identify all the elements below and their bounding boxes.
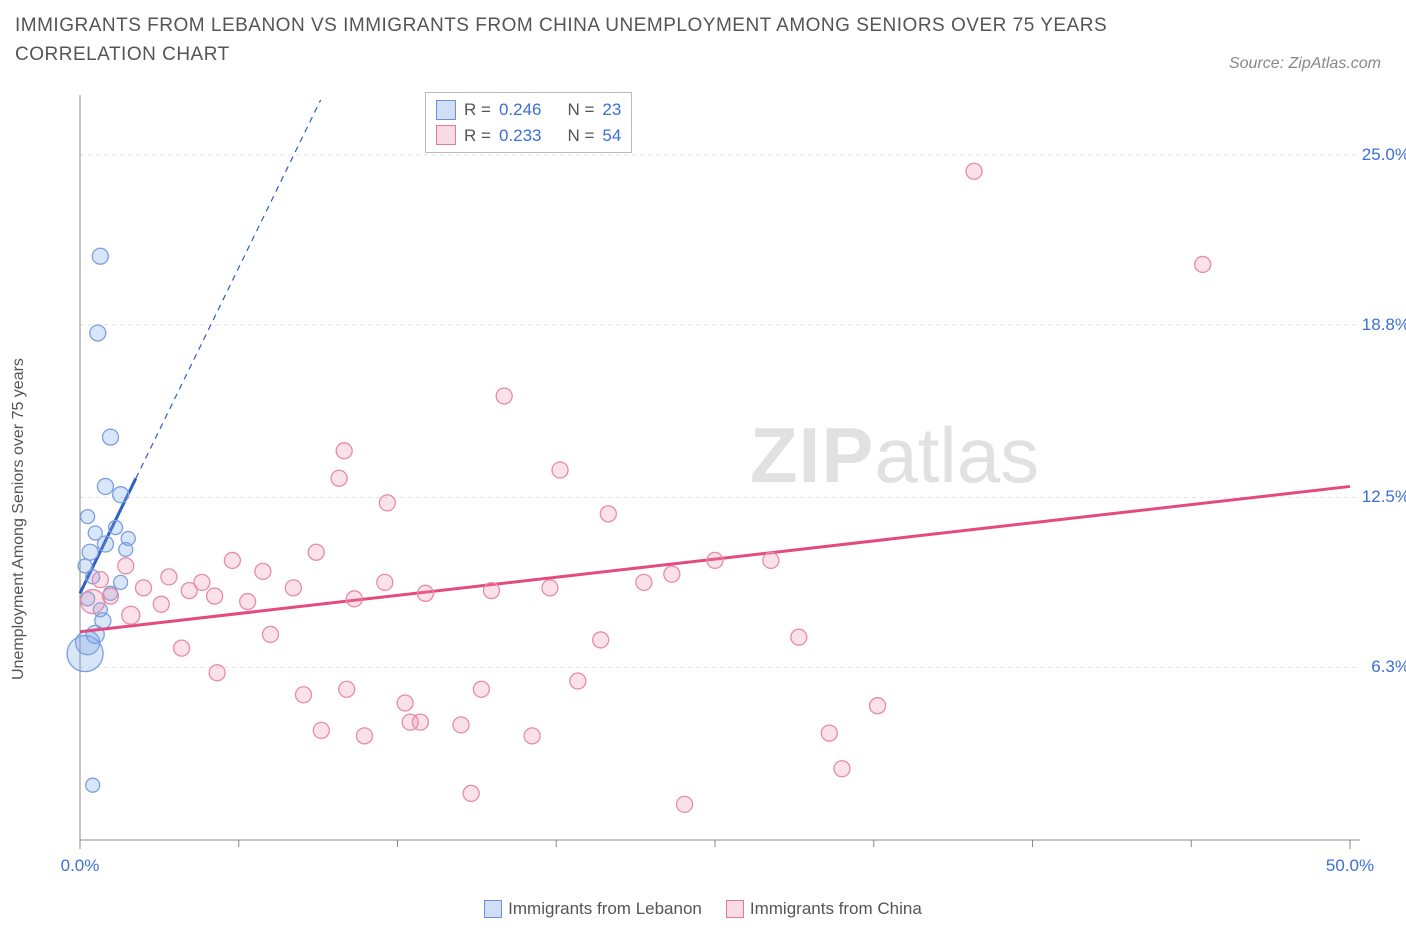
china-data-point (966, 163, 982, 179)
lebanon-legend-label: Immigrants from Lebanon (508, 899, 702, 918)
china-r-value: 0.233 (499, 123, 542, 149)
china-data-point (207, 588, 223, 604)
china-data-point (593, 632, 609, 648)
china-data-point (92, 572, 108, 588)
china-data-point (153, 596, 169, 612)
china-data-point (81, 590, 105, 614)
china-data-point (412, 714, 428, 730)
legend-row-china: R = 0.233 N = 54 (436, 123, 621, 149)
china-data-point (263, 626, 279, 642)
china-data-point (552, 462, 568, 478)
china-data-point (524, 728, 540, 744)
lebanon-data-point (102, 429, 118, 445)
china-data-point (136, 580, 152, 596)
y-tick-label: 18.8% (1362, 315, 1406, 335)
lebanon-data-point (114, 575, 128, 589)
china-data-point (346, 591, 362, 607)
china-data-point (240, 594, 256, 610)
china-data-point (308, 544, 324, 560)
china-data-point (255, 563, 271, 579)
china-data-point (379, 495, 395, 511)
r-label: R = (464, 97, 491, 123)
china-data-point (636, 574, 652, 590)
china-data-point (313, 722, 329, 738)
lebanon-trend-extrapolation (136, 100, 321, 478)
china-data-point (174, 640, 190, 656)
china-data-point (763, 552, 779, 568)
china-n-value: 54 (602, 123, 621, 149)
china-data-point (377, 574, 393, 590)
china-data-point (122, 606, 140, 624)
china-swatch-icon (436, 125, 456, 145)
china-data-point (542, 580, 558, 596)
china-data-point (821, 725, 837, 741)
lebanon-data-point (86, 778, 100, 792)
chart-plot-area (60, 90, 1380, 870)
bottom-legend-item-lebanon: Immigrants from Lebanon (484, 899, 702, 919)
china-data-point (285, 580, 301, 596)
china-data-point (161, 569, 177, 585)
lebanon-n-value: 23 (602, 97, 621, 123)
y-axis-label: Unemployment Among Seniors over 75 years (10, 358, 28, 680)
lebanon-data-point (92, 248, 108, 264)
x-tick-label: 50.0% (1326, 856, 1374, 876)
china-data-point (600, 506, 616, 522)
lebanon-data-point (82, 544, 98, 560)
legend-row-lebanon: R = 0.246 N = 23 (436, 97, 621, 123)
r-label: R = (464, 123, 491, 149)
lebanon-data-point (78, 559, 92, 573)
china-data-point (834, 761, 850, 777)
chart-title: IMMIGRANTS FROM LEBANON VS IMMIGRANTS FR… (15, 12, 1186, 69)
china-data-point (496, 388, 512, 404)
china-data-point (209, 665, 225, 681)
lebanon-data-point (97, 478, 113, 494)
lebanon-swatch-icon (436, 100, 456, 120)
china-data-point (118, 558, 134, 574)
n-label: N = (567, 123, 594, 149)
china-data-point (664, 566, 680, 582)
china-data-point (356, 728, 372, 744)
china-legend-label: Immigrants from China (750, 899, 922, 918)
china-data-point (102, 588, 118, 604)
n-label: N = (567, 97, 594, 123)
lebanon-data-point (121, 532, 135, 546)
china-data-point (463, 785, 479, 801)
lebanon-data-point (90, 325, 106, 341)
china-data-point (473, 681, 489, 697)
china-data-point (336, 443, 352, 459)
scatter-chart-svg (60, 90, 1380, 870)
lebanon-data-point (113, 487, 129, 503)
y-tick-label: 12.5% (1362, 487, 1406, 507)
lebanon-data-point (81, 510, 95, 524)
lebanon-data-point (109, 521, 123, 535)
lebanon-r-value: 0.246 (499, 97, 542, 123)
china-data-point (570, 673, 586, 689)
lebanon-swatch-icon (484, 900, 502, 918)
source-credit: Source: ZipAtlas.com (1229, 55, 1381, 73)
y-tick-label: 25.0% (1362, 145, 1406, 165)
china-swatch-icon (726, 900, 744, 918)
china-data-point (194, 574, 210, 590)
china-data-point (677, 796, 693, 812)
china-data-point (417, 585, 433, 601)
china-data-point (1195, 256, 1211, 272)
bottom-legend-item-china: Immigrants from China (726, 899, 922, 919)
china-data-point (296, 687, 312, 703)
x-tick-label: 0.0% (61, 856, 100, 876)
china-data-point (707, 552, 723, 568)
series-legend: Immigrants from Lebanon Immigrants from C… (0, 898, 1406, 919)
lebanon-data-point (88, 526, 102, 540)
china-data-point (453, 717, 469, 733)
correlation-legend-box: R = 0.246 N = 23 R = 0.233 N = 54 (425, 92, 632, 153)
china-data-point (483, 583, 499, 599)
china-data-point (331, 470, 347, 486)
china-data-point (224, 552, 240, 568)
china-data-point (397, 695, 413, 711)
y-tick-label: 6.3% (1371, 657, 1406, 677)
china-data-point (791, 629, 807, 645)
china-data-point (870, 698, 886, 714)
china-data-point (339, 681, 355, 697)
